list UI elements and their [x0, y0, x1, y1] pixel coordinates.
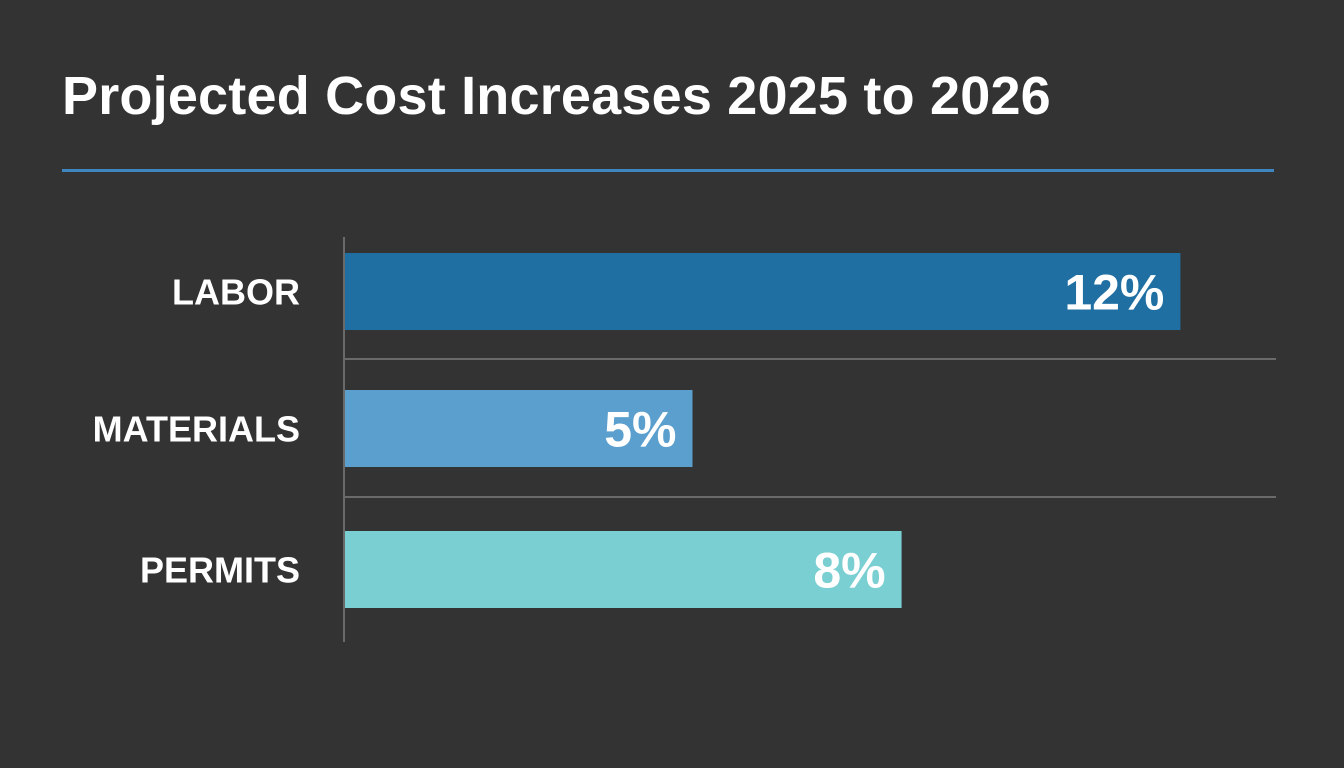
- bar-materials: [344, 390, 693, 467]
- category-label-labor: LABOR: [172, 272, 300, 313]
- title-underline: [62, 169, 1274, 172]
- chart-title: Projected Cost Increases 2025 to 2026: [62, 66, 1051, 126]
- category-label-permits: PERMITS: [140, 550, 300, 591]
- category-label-materials: MATERIALS: [93, 409, 300, 450]
- value-label-labor: 12%: [1064, 265, 1164, 321]
- bar-labor: [344, 253, 1181, 330]
- value-label-permits: 8%: [813, 543, 885, 599]
- value-label-materials: 5%: [604, 402, 676, 458]
- bar-permits: [344, 531, 902, 608]
